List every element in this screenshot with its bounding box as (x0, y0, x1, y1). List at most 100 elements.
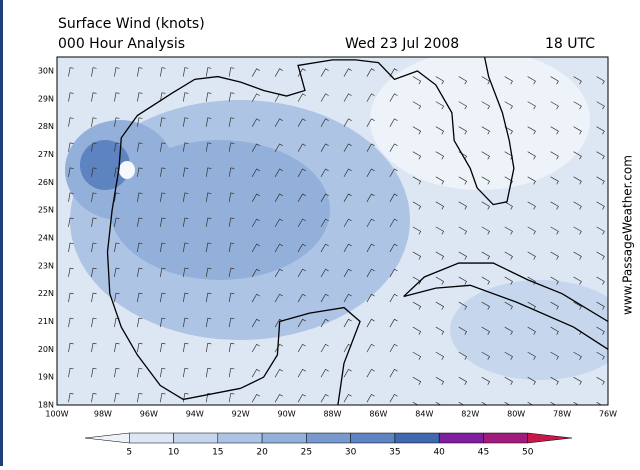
wind-barb (274, 243, 283, 253)
lat-label: 30N (38, 67, 54, 76)
wind-barb (137, 317, 143, 328)
wind-barb (159, 242, 166, 252)
wind-barb (182, 267, 189, 278)
wind-barb (137, 242, 143, 252)
wind-barb (68, 67, 74, 77)
wind-barb (481, 176, 491, 185)
wind-barb (458, 351, 468, 360)
wind-barb (297, 268, 306, 278)
wind-barb (91, 367, 97, 378)
wind-barb (274, 168, 283, 177)
wind-barb (343, 143, 352, 152)
wind-barb (435, 351, 445, 360)
wind-barb (366, 143, 375, 152)
wind-barb (366, 218, 375, 228)
wind-barb (412, 376, 422, 385)
wind-barb (68, 367, 74, 378)
wind-barb (251, 168, 260, 177)
wind-barb (458, 276, 468, 285)
wind-barb (114, 267, 120, 278)
colorbar-swatch (527, 432, 573, 444)
wind-barb (389, 93, 398, 102)
wind-barb (412, 176, 422, 185)
wind-barb (159, 167, 166, 177)
wind-barb (389, 343, 398, 353)
lat-label: 29N (38, 94, 54, 103)
wind-barb (412, 201, 422, 210)
wind-barb (550, 151, 559, 160)
wind-barb (596, 251, 605, 260)
wind-barb (343, 393, 352, 403)
wind-barb (137, 92, 143, 102)
wind-barb (504, 326, 513, 335)
wind-barb (91, 142, 97, 152)
lon-label: 98W (94, 410, 112, 419)
wind-barb (550, 401, 557, 405)
wind-barb (137, 217, 143, 227)
shade (119, 161, 135, 179)
coastline (403, 262, 608, 323)
wind-barb (205, 317, 212, 328)
wind-barb (343, 118, 352, 127)
wind-barb (114, 367, 120, 378)
wind-barb (228, 192, 235, 202)
wind-barb (504, 76, 513, 85)
wind-barb (389, 68, 398, 77)
wind-barb (251, 218, 260, 228)
wind-barb (159, 267, 166, 278)
wind-barb (366, 268, 375, 278)
wind-barb (297, 93, 306, 102)
wind-barb (320, 293, 329, 303)
wind-barb (481, 76, 491, 85)
wind-barb (458, 226, 468, 235)
wind-barb (366, 368, 375, 378)
wind-barb (527, 76, 536, 85)
wind-barb (458, 251, 468, 260)
wind-barb (159, 117, 166, 127)
colorbar-swatch (394, 432, 440, 444)
wind-barb (91, 67, 97, 77)
wind-barb (297, 243, 306, 253)
wind-barb (343, 318, 352, 328)
wind-barb (251, 118, 260, 127)
wind-barb (389, 118, 398, 127)
wind-barb (320, 93, 329, 102)
wind-barb (412, 251, 422, 260)
wind-barb (251, 93, 260, 102)
wind-barb (274, 118, 283, 127)
wind-barb (458, 176, 468, 185)
wind-barb (481, 301, 491, 310)
wind-barb (504, 101, 513, 110)
left-border (0, 0, 3, 466)
colorbar-label: 40 (433, 448, 445, 458)
wind-barb (159, 317, 166, 328)
lon-label: 76W (599, 410, 617, 419)
wind-barb (228, 392, 235, 403)
wind-barb (527, 201, 536, 210)
wind-barb (573, 226, 582, 235)
colorbar-swatch (129, 432, 174, 444)
wind-barb (550, 101, 559, 110)
wind-barb (481, 276, 491, 285)
wind-barb (251, 368, 260, 378)
wind-barb (205, 242, 212, 252)
wind-barb (68, 192, 74, 202)
wind-barb (68, 117, 74, 127)
wind-barb (389, 193, 398, 202)
wind-barb (389, 368, 398, 378)
wind-barb (596, 276, 605, 285)
wind-barb (114, 167, 120, 177)
wind-barb (91, 92, 97, 102)
wind-barb (481, 226, 491, 235)
wind-barb (137, 342, 143, 353)
wind-barb (412, 401, 419, 405)
colorbar-label: 20 (256, 448, 268, 458)
lon-label: 88W (323, 410, 341, 419)
wind-barb (573, 376, 582, 385)
lon-label: 90W (278, 410, 296, 419)
wind-barb (343, 293, 352, 303)
wind-barb (504, 201, 513, 210)
wind-barb (504, 251, 513, 260)
wind-barb (205, 117, 212, 127)
wind-barb (435, 326, 445, 335)
